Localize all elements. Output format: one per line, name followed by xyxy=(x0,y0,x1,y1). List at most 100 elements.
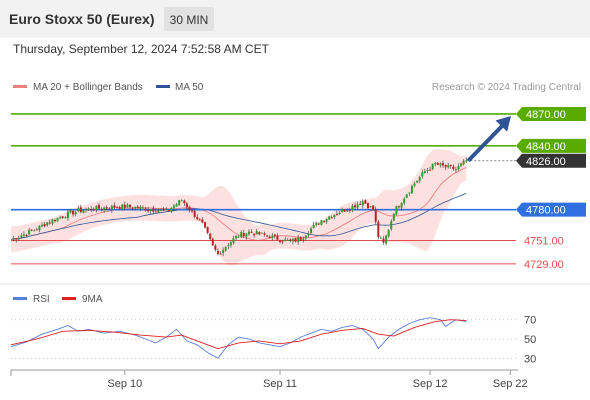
candle-body xyxy=(183,200,186,204)
candle-body xyxy=(22,234,25,236)
candlesticks xyxy=(12,157,468,257)
candle-body xyxy=(103,207,106,211)
candle-body xyxy=(245,233,248,237)
candle-body xyxy=(413,183,416,186)
candle-body xyxy=(385,235,388,244)
candle-body xyxy=(116,207,119,209)
candle-body xyxy=(286,240,289,242)
candle-body xyxy=(123,204,126,208)
candle-body xyxy=(198,219,201,221)
chart-title: Euro Stoxx 50 (Eurex) xyxy=(9,11,155,27)
rsi-line xyxy=(10,317,467,359)
candle-body xyxy=(100,208,103,210)
x-tick-label-2: Sep 12 xyxy=(413,378,448,390)
forecast-arrow xyxy=(466,115,511,163)
timeframe-badge[interactable] xyxy=(164,7,214,31)
candle-body xyxy=(30,229,33,231)
candle-body xyxy=(281,241,284,243)
candle-body xyxy=(431,163,434,170)
candle-body xyxy=(250,231,253,233)
candle-body xyxy=(418,177,421,181)
candle-body xyxy=(408,192,411,194)
candle-body xyxy=(429,169,432,171)
candle-body xyxy=(405,194,408,198)
candle-body xyxy=(297,237,300,242)
candle-body xyxy=(289,239,292,241)
candle-body xyxy=(139,206,142,210)
candle-body xyxy=(227,245,230,247)
candle-body xyxy=(172,205,175,208)
candle-body xyxy=(452,166,455,170)
candle-body xyxy=(359,203,362,205)
candle-body xyxy=(266,235,269,237)
candle-body xyxy=(152,208,155,212)
candle-body xyxy=(395,206,398,215)
candle-body xyxy=(33,230,36,232)
candle-body xyxy=(341,209,344,213)
candle-body xyxy=(439,163,442,166)
candle-body xyxy=(392,214,395,221)
candle-body xyxy=(110,205,113,211)
level-tag-0 xyxy=(516,106,586,121)
candle-body xyxy=(284,239,287,241)
candle-body xyxy=(35,229,38,231)
candle-body xyxy=(242,233,245,237)
level-label-5: 4729.00 xyxy=(524,259,564,271)
candle-body xyxy=(232,238,235,243)
candle-body xyxy=(74,211,77,215)
candle-body xyxy=(105,207,108,209)
bollinger-band-fill xyxy=(11,149,467,266)
candle-body xyxy=(403,198,406,204)
timeframe-label: 30 MIN xyxy=(170,13,209,27)
candle-body xyxy=(268,236,271,239)
candle-body xyxy=(294,237,297,242)
candle-body xyxy=(121,204,124,210)
candle-body xyxy=(167,209,170,211)
bollinger-band-area xyxy=(11,149,467,266)
candle-body xyxy=(180,200,183,202)
candle-body xyxy=(154,211,157,213)
candle-body xyxy=(271,235,274,239)
candle-body xyxy=(444,164,447,168)
datetime-label: Thursday, September 12, 2024 7:52:58 AM … xyxy=(13,42,270,56)
candle-body xyxy=(178,200,181,205)
candle-body xyxy=(328,216,331,220)
candle-body xyxy=(118,206,121,210)
candle-body xyxy=(307,233,310,236)
legend-swatch-ma20 xyxy=(13,85,27,88)
level-lines xyxy=(11,113,516,265)
candle-body xyxy=(170,207,173,212)
candle-body xyxy=(41,224,44,227)
candle-body xyxy=(304,235,307,239)
candle-body xyxy=(421,172,424,177)
header-bar xyxy=(0,0,590,38)
candle-body xyxy=(53,219,56,222)
candle-body xyxy=(291,238,294,242)
candle-body xyxy=(333,214,336,218)
legend-label-9ma: 9MA xyxy=(82,294,103,305)
candle-body xyxy=(434,163,437,165)
candle-body xyxy=(224,247,227,251)
candle-body xyxy=(276,235,279,240)
candle-body xyxy=(204,222,207,228)
candle-body xyxy=(382,238,385,243)
candle-body xyxy=(263,233,266,235)
candle-body xyxy=(400,202,403,208)
candle-body xyxy=(15,238,18,240)
candle-body xyxy=(28,229,31,235)
candle-body xyxy=(160,209,163,211)
rsi-tick-label-50: 50 xyxy=(524,334,536,346)
level-labels: 4870.00 4840.00 4826.00 4780.00 4751.00 4729.… xyxy=(516,106,586,271)
candle-body xyxy=(235,236,238,239)
candle-body xyxy=(214,245,217,250)
candle-body xyxy=(369,206,372,208)
forecast-arrow-head xyxy=(495,115,511,132)
candle-body xyxy=(211,238,214,246)
legend-label-ma50: MA 50 xyxy=(175,82,204,93)
x-tick-label-3: Sep 22 xyxy=(493,378,528,390)
candle-body xyxy=(322,221,325,223)
candle-body xyxy=(361,201,364,206)
x-tick-label-0: Sep 10 xyxy=(107,378,142,390)
candle-body xyxy=(447,165,450,168)
candle-body xyxy=(209,233,212,240)
